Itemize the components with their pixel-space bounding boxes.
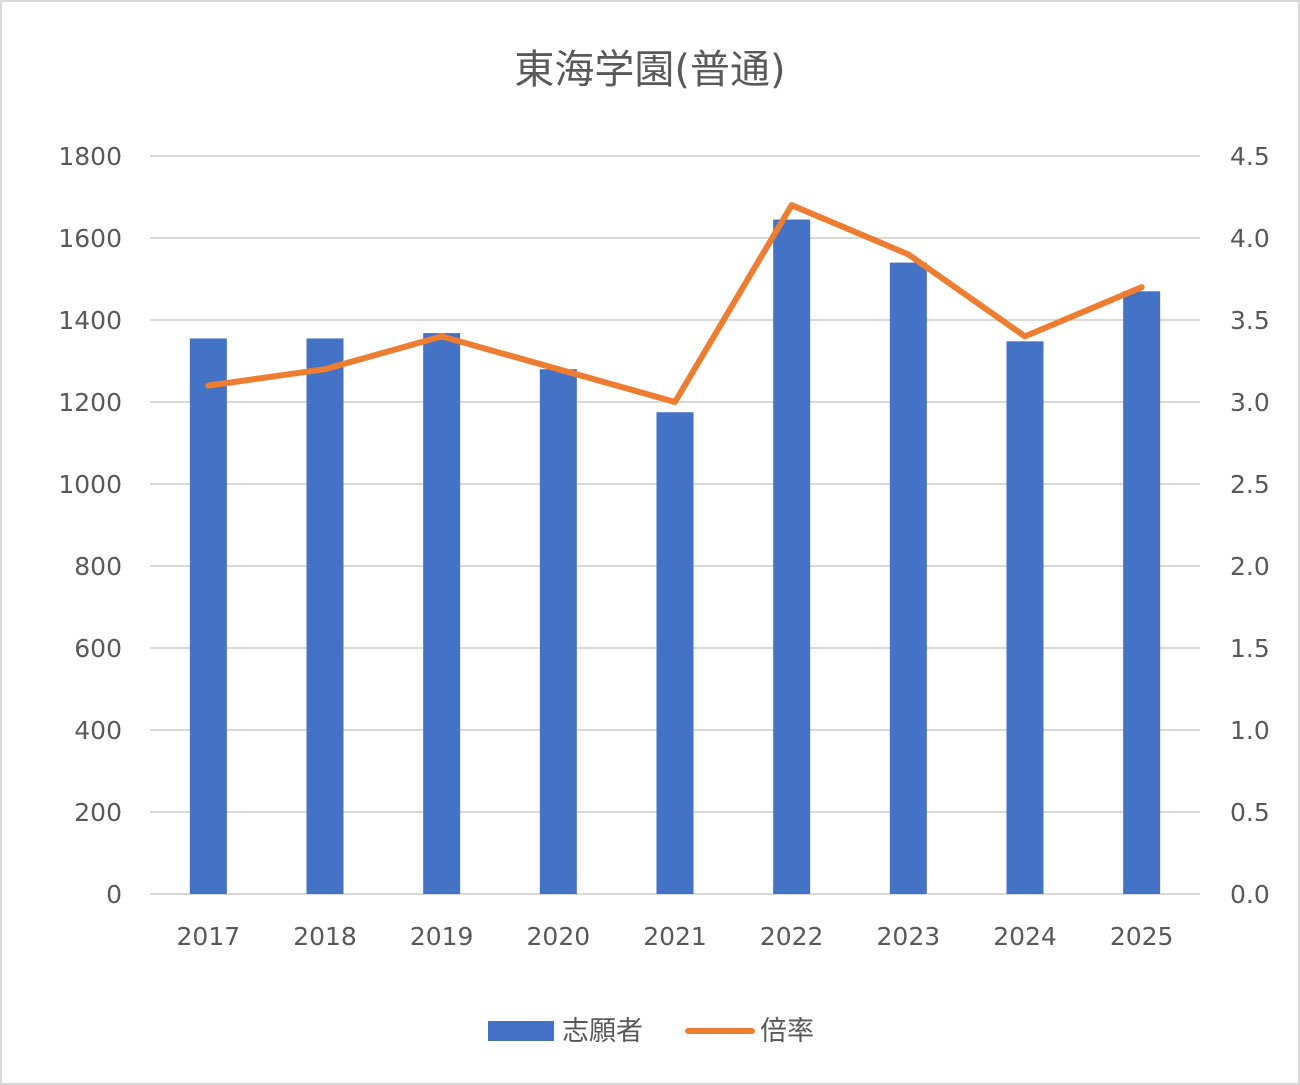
right-tick-label: 0.0 <box>1230 880 1270 909</box>
right-tick-label: 3.0 <box>1230 388 1270 417</box>
left-tick-label: 1400 <box>58 306 122 335</box>
bar <box>539 369 577 894</box>
left-axis: 0 200 400 600 800 1000 1200 1400 1600 1800 <box>58 142 122 909</box>
bar <box>773 219 811 895</box>
right-tick-label: 2.5 <box>1230 470 1270 499</box>
legend: 志願者 倍率 <box>488 1016 814 1047</box>
bar <box>189 338 227 894</box>
bar <box>1123 291 1161 894</box>
left-tick-label: 400 <box>74 716 122 745</box>
right-axis: 0.0 0.5 1.0 1.5 2.0 2.5 3.0 3.5 4.0 4.5 <box>1230 142 1270 909</box>
chart-title: 東海学園(普通) <box>514 47 785 93</box>
left-tick-label: 1000 <box>58 470 122 499</box>
line-path <box>205 202 1145 405</box>
left-tick-label: 600 <box>74 634 122 663</box>
x-tick-label: 2018 <box>293 922 357 951</box>
right-tick-label: 1.5 <box>1230 634 1270 663</box>
left-tick-label: 200 <box>74 798 122 827</box>
bar <box>423 333 461 894</box>
legend-label: 倍率 <box>760 1016 814 1047</box>
x-tick-label: 2020 <box>527 922 591 951</box>
right-tick-label: 3.5 <box>1230 306 1270 335</box>
x-tick-label: 2022 <box>760 922 824 951</box>
x-tick-label: 2023 <box>877 922 941 951</box>
line-series <box>205 202 1145 405</box>
left-tick-label: 1600 <box>58 224 122 253</box>
bar <box>656 412 694 894</box>
bar <box>1006 341 1044 894</box>
x-tick-label: 2025 <box>1110 922 1174 951</box>
left-tick-label: 800 <box>74 552 122 581</box>
legend-swatch-bar <box>488 1021 554 1041</box>
left-tick-label: 1800 <box>58 142 122 171</box>
right-tick-label: 4.0 <box>1230 224 1270 253</box>
x-tick-label: 2024 <box>993 922 1057 951</box>
bar <box>306 338 344 894</box>
bar <box>889 262 927 895</box>
right-tick-label: 4.5 <box>1230 142 1270 171</box>
bar-series <box>189 219 1161 895</box>
x-tick-label: 2021 <box>643 922 707 951</box>
right-tick-label: 1.0 <box>1230 716 1270 745</box>
right-tick-label: 2.0 <box>1230 552 1270 581</box>
left-tick-label: 1200 <box>58 388 122 417</box>
legend-label: 志願者 <box>562 1016 643 1047</box>
x-axis: 2017 2018 2019 2020 2021 2022 2023 2024 2025 <box>177 922 1174 951</box>
right-tick-label: 0.5 <box>1230 798 1270 827</box>
x-tick-label: 2017 <box>177 922 241 951</box>
x-tick-label: 2019 <box>410 922 474 951</box>
left-tick-label: 0 <box>106 880 122 909</box>
